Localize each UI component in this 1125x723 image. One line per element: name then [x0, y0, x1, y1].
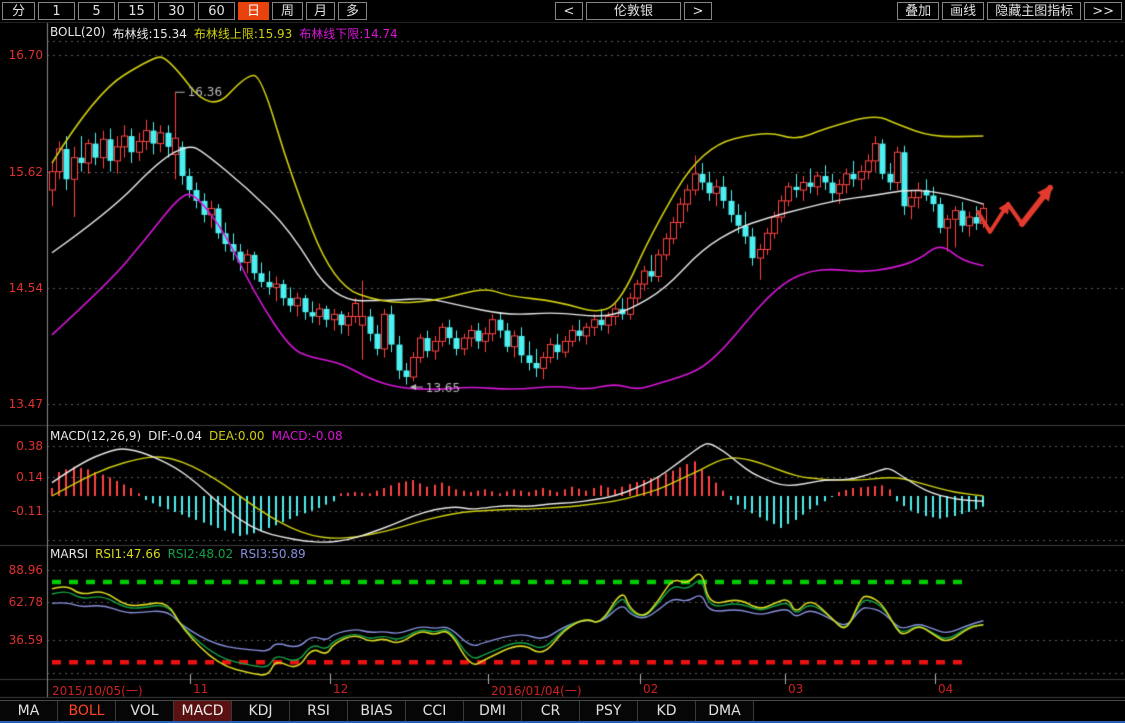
main-y-label: 13.47 — [8, 397, 43, 411]
period-button-group: 分 1 5 15 30 60 日 周 月 多 — [2, 2, 367, 20]
x-axis-label: 03 — [788, 682, 804, 696]
bottom-accent-line — [0, 721, 1125, 723]
symbol-name[interactable]: 伦敦银 — [586, 2, 681, 20]
period-day-button[interactable]: 日 — [238, 2, 269, 20]
rsi-y-label: 62.78 — [8, 595, 43, 609]
dif-value: DIF:-0.04 — [148, 429, 202, 443]
period-5-button[interactable]: 5 — [78, 2, 115, 20]
macd-y-label: 0.14 — [16, 470, 43, 484]
period-30-button[interactable]: 30 — [158, 2, 195, 20]
period-more-button[interactable]: 多 — [338, 2, 367, 20]
x-axis-label: 11 — [193, 682, 209, 696]
period-1-button[interactable]: 1 — [38, 2, 75, 20]
indicator-psy-button[interactable]: PSY — [580, 701, 638, 722]
indicator-vol-button[interactable]: VOL — [116, 701, 174, 722]
indicator-boll-button[interactable]: BOLL — [58, 701, 116, 722]
macd-legend: MACD(12,26,9) DIF:-0.04 DEA:0.00 MACD:-0… — [50, 429, 343, 443]
macd-y-label: -0.11 — [11, 504, 43, 518]
main-y-label: 16.70 — [8, 48, 43, 62]
indicator-ma-button[interactable]: MA — [0, 701, 58, 722]
boll-upper-value: 布林线上限:15.93 — [193, 27, 293, 41]
rsi-y-label: 36.59 — [8, 633, 43, 647]
main-y-label: 14.54 — [8, 281, 43, 295]
indicator-cr-button[interactable]: CR — [522, 701, 580, 722]
macd-value: MACD:-0.08 — [271, 429, 343, 443]
period-minute-button[interactable]: 分 — [2, 2, 35, 20]
x-axis-label: 2016/01/04(一) — [491, 684, 582, 698]
period-week-button[interactable]: 周 — [272, 2, 303, 20]
next-symbol-button[interactable]: > — [684, 2, 712, 20]
indicator-kd-button[interactable]: KD — [638, 701, 696, 722]
x-axis-label: 2015/10/05(一) — [52, 684, 143, 698]
hide-main-indicator-button[interactable]: 隐藏主图指标 — [987, 2, 1082, 20]
rsi3-value: RSI3:50.89 — [240, 547, 306, 561]
period-60-button[interactable]: 60 — [198, 2, 235, 20]
indicator-macd-button[interactable]: MACD — [174, 701, 232, 722]
draw-line-button[interactable]: 画线 — [942, 2, 985, 20]
prev-symbol-button[interactable]: < — [555, 2, 583, 20]
macd-y-label: 0.38 — [16, 439, 43, 453]
symbol-nav-group: < 伦敦银 > — [555, 2, 712, 20]
boll-lower-value: 布林线下限:14.74 — [299, 27, 398, 41]
macd-name: MACD(12,26,9) — [50, 429, 142, 443]
indicator-bias-button[interactable]: BIAS — [348, 701, 406, 722]
indicator-dmi-button[interactable]: DMI — [464, 701, 522, 722]
indicator-dma-button[interactable]: DMA — [696, 701, 754, 722]
indicator-toolbar: MA BOLL VOL MACD KDJ RSI BIAS CCI DMI CR… — [0, 700, 1125, 722]
overlay-button[interactable]: 叠加 — [897, 2, 940, 20]
dea-value: DEA:0.00 — [208, 429, 265, 443]
rsi2-value: RSI2:48.02 — [167, 547, 234, 561]
rsi1-value: RSI1:47.66 — [95, 547, 161, 561]
main-y-label: 15.62 — [8, 165, 43, 179]
x-axis-label: 04 — [938, 682, 954, 696]
rsi-name: MARSI — [50, 547, 89, 561]
x-axis-label: 02 — [643, 682, 659, 696]
tools-group: 叠加 画线 隐藏主图指标 >> — [897, 2, 1122, 20]
indicator-kdj-button[interactable]: KDJ — [232, 701, 290, 722]
x-axis-label: 12 — [333, 682, 349, 696]
top-toolbar: 分 1 5 15 30 60 日 周 月 多 < 伦敦银 > 叠加 画线 隐藏主… — [0, 0, 1125, 23]
boll-name: BOLL(20) — [50, 25, 106, 39]
period-15-button[interactable]: 15 — [118, 2, 155, 20]
indicator-cci-button[interactable]: CCI — [406, 701, 464, 722]
rsi-y-label: 88.96 — [8, 563, 43, 577]
boll-legend: BOLL(20) 布林线:15.34 布林线上限:15.93 布林线下限:14.… — [50, 25, 398, 42]
indicator-rsi-button[interactable]: RSI — [290, 701, 348, 722]
rsi-legend: MARSI RSI1:47.66 RSI2:48.02 RSI3:50.89 — [50, 547, 306, 561]
period-month-button[interactable]: 月 — [306, 2, 335, 20]
boll-mid-value: 布林线:15.34 — [112, 27, 187, 41]
more-tools-button[interactable]: >> — [1084, 2, 1122, 20]
